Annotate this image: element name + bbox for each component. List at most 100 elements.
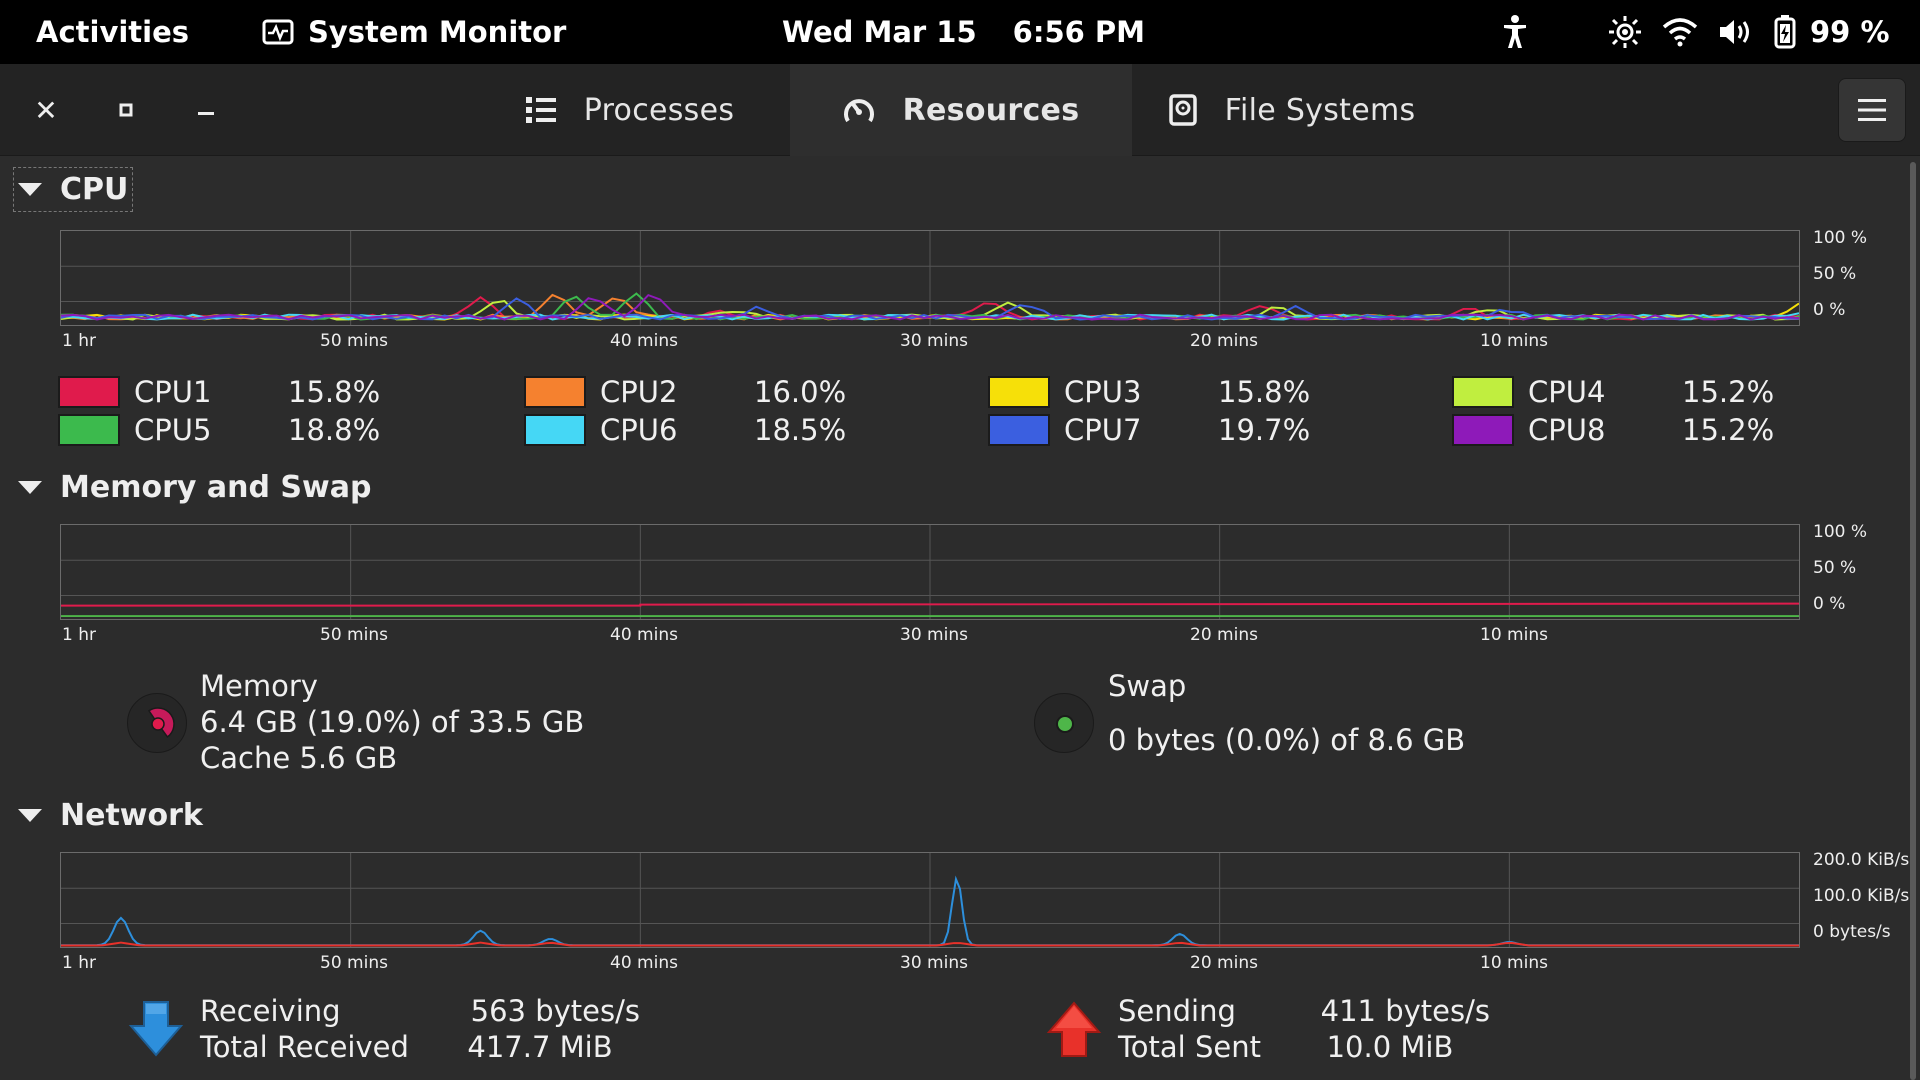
header-bar: ✕ Processes Resources File Systems <box>0 64 1920 156</box>
memory-x-tick: 40 mins <box>610 625 678 645</box>
cpu-usage-value: 16.0% <box>754 375 847 409</box>
memory-pie-center <box>151 717 165 731</box>
cpu-legend-cpu2[interactable]: CPU2 16.0% <box>524 375 846 409</box>
cpu-x-tick: 30 mins <box>900 331 968 351</box>
upload-arrow-icon <box>1046 1001 1102 1057</box>
maximize-icon <box>119 103 133 117</box>
cpu-legend-cpu8[interactable]: CPU8 15.2% <box>1452 413 1774 447</box>
cpu-y-tick-0: 0 % <box>1813 300 1846 320</box>
total-received-value: 417.7 MiB <box>467 1030 613 1064</box>
color-swatch[interactable] <box>988 414 1050 446</box>
app-menu-button[interactable]: System Monitor <box>262 0 566 64</box>
memory-history-graph <box>60 524 1800 620</box>
network-section-title: Network <box>60 798 203 833</box>
clock-button[interactable]: Wed Mar 15 6:56 PM <box>782 0 1145 64</box>
network-y-tick-0: 0 bytes/s <box>1813 922 1891 942</box>
color-swatch[interactable] <box>524 414 586 446</box>
sending-color-button[interactable] <box>1046 1000 1102 1062</box>
cpu-legend-cpu5[interactable]: CPU5 18.8% <box>58 413 380 447</box>
swap-label: Swap <box>1108 669 1187 703</box>
expander-arrow-icon <box>18 809 42 822</box>
cpu-section-toggle[interactable]: CPU <box>12 167 134 212</box>
date-label: Wed Mar 15 <box>782 15 977 49</box>
cpu-usage-value: 15.2% <box>1682 375 1775 409</box>
network-send-line <box>61 941 1799 947</box>
swap-pie-icon <box>1056 715 1074 733</box>
cpu-x-tick: 40 mins <box>610 331 678 351</box>
download-arrow-icon <box>128 1001 184 1057</box>
cpu-usage-value: 19.7% <box>1218 413 1311 447</box>
tab-processes[interactable]: Processes <box>470 64 790 156</box>
close-button[interactable]: ✕ <box>18 82 74 138</box>
network-history-graph <box>60 852 1800 948</box>
memory-color-button[interactable] <box>127 693 187 753</box>
color-swatch[interactable] <box>988 376 1050 408</box>
maximize-button[interactable] <box>98 82 154 138</box>
cpu-name: CPU2 <box>600 375 678 409</box>
tab-resources[interactable]: Resources <box>790 64 1132 156</box>
memory-x-tick: 30 mins <box>900 625 968 645</box>
cpu-legend-cpu7[interactable]: CPU7 19.7% <box>988 413 1310 447</box>
cpu-history-graph <box>60 230 1800 326</box>
memory-cache-value: Cache 5.6 GB <box>200 741 398 775</box>
swap-color-button[interactable] <box>1034 693 1094 753</box>
network-y-tick-200: 200.0 KiB/s <box>1813 850 1910 870</box>
network-section-toggle[interactable]: Network <box>18 798 203 833</box>
color-swatch[interactable] <box>58 414 120 446</box>
cpu-usage-value: 18.5% <box>754 413 847 447</box>
receiving-labels: Receiving Total Received <box>200 993 409 1065</box>
list-icon <box>525 97 556 123</box>
memory-section-toggle[interactable]: Memory and Swap <box>18 470 371 505</box>
receiving-rate-value: 563 bytes/s <box>470 994 640 1028</box>
cpu-name: CPU1 <box>134 375 212 409</box>
activities-button[interactable]: Activities <box>36 0 189 64</box>
memory-section-title: Memory and Swap <box>60 470 372 505</box>
network-y-tick-100: 100.0 KiB/s <box>1813 886 1910 906</box>
tab-file-systems[interactable]: File Systems <box>1132 64 1452 156</box>
cpu-x-tick: 20 mins <box>1190 331 1258 351</box>
main-menu-button[interactable] <box>1838 78 1906 142</box>
memory-x-tick: 10 mins <box>1480 625 1548 645</box>
accessibility-icon[interactable] <box>1502 0 1528 64</box>
color-swatch[interactable] <box>1452 376 1514 408</box>
cpu-legend-cpu3[interactable]: CPU3 15.8% <box>988 375 1310 409</box>
tab-processes-label: Processes <box>583 92 735 128</box>
expander-arrow-icon <box>18 481 42 494</box>
color-swatch[interactable] <box>524 376 586 408</box>
minimize-button[interactable] <box>178 82 234 138</box>
cpu-legend-cpu6[interactable]: CPU6 18.5% <box>524 413 846 447</box>
close-icon: ✕ <box>34 93 58 127</box>
activities-label: Activities <box>36 15 190 49</box>
network-x-tick: 40 mins <box>610 953 678 973</box>
network-x-tick: 10 mins <box>1480 953 1548 973</box>
cpu-name: CPU6 <box>600 413 678 447</box>
swap-info: Swap 0 bytes (0.0%) of 8.6 GB <box>1108 668 1465 758</box>
cpu-name: CPU8 <box>1528 413 1606 447</box>
minimize-icon <box>198 112 214 115</box>
network-x-tick: 1 hr <box>62 953 96 973</box>
cpu-name: CPU4 <box>1528 375 1606 409</box>
cpu-usage-value: 15.8% <box>1218 375 1311 409</box>
receiving-label: Receiving <box>200 994 341 1028</box>
memory-line <box>61 602 1799 607</box>
memory-x-tick: 50 mins <box>320 625 388 645</box>
scrollbar[interactable] <box>1910 162 1916 1080</box>
receiving-values: 563 bytes/s 417.7 MiB <box>440 993 640 1065</box>
memory-x-tick: 1 hr <box>62 625 96 645</box>
color-swatch[interactable] <box>1452 414 1514 446</box>
cpu-usage-value: 18.8% <box>288 413 381 447</box>
memory-y-tick-50: 50 % <box>1813 558 1857 578</box>
cpu-usage-value: 15.2% <box>1682 413 1775 447</box>
receiving-color-button[interactable] <box>128 1000 184 1062</box>
memory-label: Memory <box>200 669 318 703</box>
system-status-area[interactable]: 99 % <box>1608 0 1890 64</box>
gauge-icon <box>843 99 874 123</box>
network-x-tick: 50 mins <box>320 953 388 973</box>
cpu-legend-cpu1[interactable]: CPU1 15.8% <box>58 375 380 409</box>
total-sent-label: Total Sent <box>1118 1030 1261 1064</box>
cpu-usage-value: 15.8% <box>288 375 381 409</box>
cpu-x-tick: 50 mins <box>320 331 388 351</box>
cpu-name: CPU3 <box>1064 375 1142 409</box>
color-swatch[interactable] <box>58 376 120 408</box>
cpu-legend-cpu4[interactable]: CPU4 15.2% <box>1452 375 1774 409</box>
